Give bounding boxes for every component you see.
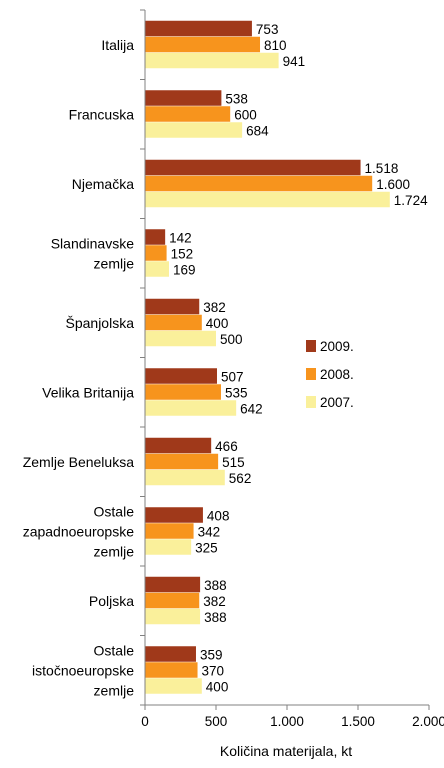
bar (145, 229, 166, 245)
data-label: 382 (203, 594, 226, 609)
bar (145, 592, 200, 609)
category-label: zemlje (94, 682, 135, 698)
data-label: 684 (246, 123, 269, 138)
data-label: 370 (202, 663, 225, 678)
category-label: Ostale (94, 503, 135, 519)
data-label: 600 (234, 107, 257, 122)
category-labels-layer: Italija Francuska Njemačka Slandinavske zeml… (23, 37, 135, 699)
x-tick-label: 1.000 (270, 714, 304, 729)
category-label: Njemačka (72, 176, 134, 192)
category-label: zemlje (94, 255, 135, 271)
bar (145, 453, 219, 470)
bar (145, 368, 217, 384)
bar (145, 106, 231, 122)
data-label: 562 (229, 471, 252, 486)
bar (145, 523, 194, 539)
bar (145, 314, 202, 331)
category-label: Velika Britanija (42, 384, 134, 400)
data-label: 535 (225, 385, 248, 400)
data-label: 408 (207, 508, 230, 523)
category-label: Poljska (89, 593, 134, 609)
data-label: 400 (206, 316, 229, 331)
category-label: Španjolska (66, 315, 135, 331)
data-label: 1.600 (376, 177, 410, 192)
bar (145, 245, 167, 261)
data-label: 342 (198, 524, 221, 539)
x-tick-label: 500 (205, 714, 228, 729)
category-label: zapadnoeuropske (23, 523, 135, 539)
data-label: 941 (283, 54, 306, 69)
bars-layer (145, 20, 390, 694)
bar (145, 175, 373, 192)
x-tick-label: 1.500 (341, 714, 375, 729)
bar (145, 646, 196, 662)
data-label: 169 (173, 262, 196, 277)
data-label: 388 (204, 610, 227, 625)
legend-swatch (306, 340, 316, 352)
category-label: Zemlje Beneluksa (23, 454, 134, 470)
category-label: zemlje (94, 543, 135, 559)
data-label: 500 (220, 332, 243, 347)
bar (145, 662, 198, 678)
legend-swatch (306, 368, 316, 380)
bar (145, 400, 237, 416)
category-label: Francuska (69, 106, 135, 122)
axes-layer: 0 500 1.000 1.500 2.000 (140, 9, 444, 729)
data-label: 515 (222, 455, 245, 470)
bar (145, 52, 279, 69)
data-label: 382 (203, 300, 226, 315)
data-label: 642 (240, 401, 263, 416)
category-label: istočnoeuropske (32, 662, 134, 678)
data-label: 152 (171, 246, 194, 261)
data-label: 388 (204, 578, 227, 593)
bar (145, 36, 261, 53)
bar (145, 539, 192, 555)
bar (145, 191, 390, 208)
bar (145, 384, 221, 400)
legend: 2009. 2008. 2007. (306, 339, 354, 410)
data-label: 1.518 (365, 161, 399, 176)
x-axis-title: Količina materijala, kt (220, 743, 352, 759)
data-label: 466 (215, 439, 238, 454)
bar (145, 298, 200, 315)
legend-swatch (306, 396, 316, 408)
bar (145, 122, 243, 138)
data-label: 142 (169, 230, 192, 245)
data-label: 538 (225, 91, 248, 106)
legend-label: 2008. (320, 367, 354, 382)
data-label: 325 (195, 540, 218, 555)
data-label: 810 (264, 38, 287, 53)
bar (145, 608, 201, 625)
bar (145, 159, 361, 176)
x-tick-label: 0 (141, 714, 149, 729)
data-label: 400 (206, 679, 229, 694)
category-label: Slandinavske (51, 235, 134, 251)
bar (145, 261, 169, 277)
bar (145, 678, 202, 694)
bar (145, 437, 212, 454)
bar (145, 20, 252, 37)
legend-label: 2007. (320, 395, 354, 410)
data-label: 753 (256, 22, 279, 37)
category-label: Italija (101, 37, 134, 53)
bar (145, 90, 222, 106)
category-label: Ostale (94, 642, 135, 658)
legend-label: 2009. (320, 339, 354, 354)
bar (145, 576, 201, 593)
data-label: 359 (200, 647, 223, 662)
x-tick-label: 2.000 (412, 714, 444, 729)
bar (145, 330, 216, 347)
bar (145, 507, 203, 523)
data-label: 1.724 (394, 193, 428, 208)
bar (145, 469, 225, 486)
data-label: 507 (221, 369, 244, 384)
